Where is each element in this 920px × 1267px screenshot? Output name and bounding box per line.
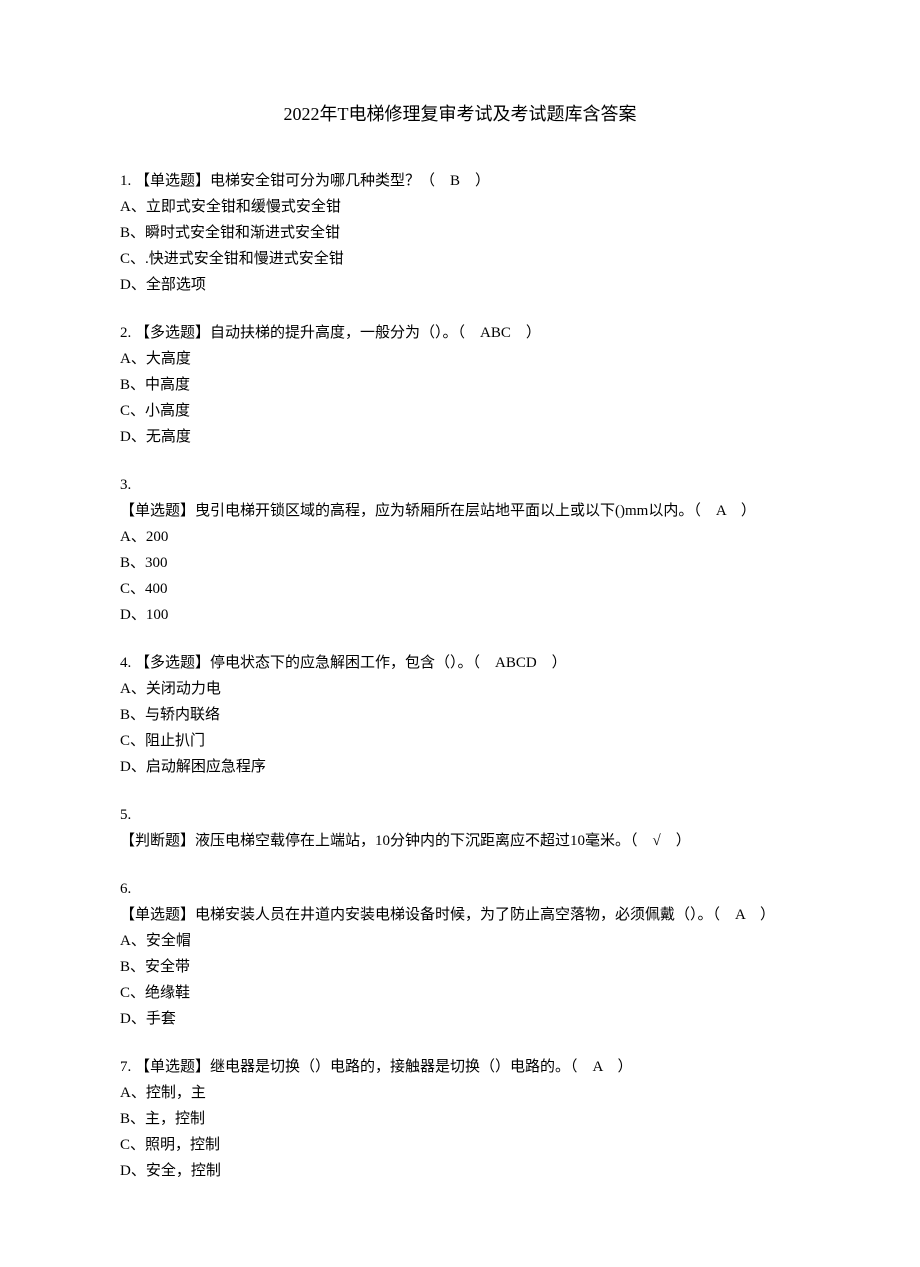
option-a: A、200 [120, 525, 800, 549]
option-d: D、无高度 [120, 425, 800, 449]
option-d: D、全部选项 [120, 273, 800, 297]
question-5: 5.【判断题】液压电梯空载停在上端站，10分钟内的下沉距离应不超过10毫米。（ … [120, 803, 800, 853]
question-2: 2. 【多选题】自动扶梯的提升高度，一般分为（）。（ ABC ）A、大高度B、中… [120, 321, 800, 449]
option-d: D、100 [120, 603, 800, 627]
question-text: 【单选题】曳引电梯开锁区域的高程，应为轿厢所在层站地平面以上或以下()mm以内。… [120, 499, 800, 523]
option-c: C、小高度 [120, 399, 800, 423]
question-7: 7. 【单选题】继电器是切换（）电路的，接触器是切换（）电路的。（ A ）A、控… [120, 1055, 800, 1183]
page-title: 2022年T电梯修理复审考试及考试题库含答案 [120, 100, 800, 129]
question-6: 6.【单选题】电梯安装人员在井道内安装电梯设备时候，为了防止高空落物，必须佩戴（… [120, 877, 800, 1031]
option-c: C、400 [120, 577, 800, 601]
option-c: C、照明，控制 [120, 1133, 800, 1157]
option-a: A、控制，主 [120, 1081, 800, 1105]
question-number: 6. [120, 877, 800, 901]
option-b: B、瞬时式安全钳和渐进式安全钳 [120, 221, 800, 245]
question-1: 1. 【单选题】电梯安全钳可分为哪几种类型？（ B ）A、立即式安全钳和缓慢式安… [120, 169, 800, 297]
option-a: A、关闭动力电 [120, 677, 800, 701]
option-b: B、与轿内联络 [120, 703, 800, 727]
option-d: D、启动解困应急程序 [120, 755, 800, 779]
option-c: C、阻止扒门 [120, 729, 800, 753]
question-text: 2. 【多选题】自动扶梯的提升高度，一般分为（）。（ ABC ） [120, 321, 800, 345]
option-d: D、安全，控制 [120, 1159, 800, 1183]
question-3: 3.【单选题】曳引电梯开锁区域的高程，应为轿厢所在层站地平面以上或以下()mm以… [120, 473, 800, 627]
question-text: 4. 【多选题】停电状态下的应急解困工作，包含（）。（ ABCD ） [120, 651, 800, 675]
option-b: B、主，控制 [120, 1107, 800, 1131]
option-b: B、中高度 [120, 373, 800, 397]
option-c: C、绝缘鞋 [120, 981, 800, 1005]
option-c: C、.快进式安全钳和慢进式安全钳 [120, 247, 800, 271]
question-text: 【判断题】液压电梯空载停在上端站，10分钟内的下沉距离应不超过10毫米。（ √ … [120, 829, 800, 853]
question-text: 7. 【单选题】继电器是切换（）电路的，接触器是切换（）电路的。（ A ） [120, 1055, 800, 1079]
question-number: 3. [120, 473, 800, 497]
option-a: A、安全帽 [120, 929, 800, 953]
questions-container: 1. 【单选题】电梯安全钳可分为哪几种类型？（ B ）A、立即式安全钳和缓慢式安… [120, 169, 800, 1183]
option-b: B、安全带 [120, 955, 800, 979]
option-a: A、大高度 [120, 347, 800, 371]
option-d: D、手套 [120, 1007, 800, 1031]
question-text: 【单选题】电梯安装人员在井道内安装电梯设备时候，为了防止高空落物，必须佩戴（）。… [120, 903, 800, 927]
option-a: A、立即式安全钳和缓慢式安全钳 [120, 195, 800, 219]
question-text: 1. 【单选题】电梯安全钳可分为哪几种类型？（ B ） [120, 169, 800, 193]
question-4: 4. 【多选题】停电状态下的应急解困工作，包含（）。（ ABCD ）A、关闭动力… [120, 651, 800, 779]
option-b: B、300 [120, 551, 800, 575]
question-number: 5. [120, 803, 800, 827]
